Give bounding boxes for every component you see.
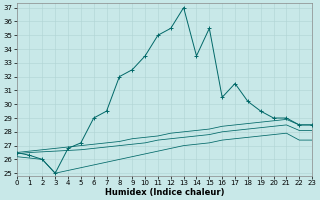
X-axis label: Humidex (Indice chaleur): Humidex (Indice chaleur) [105, 188, 224, 197]
